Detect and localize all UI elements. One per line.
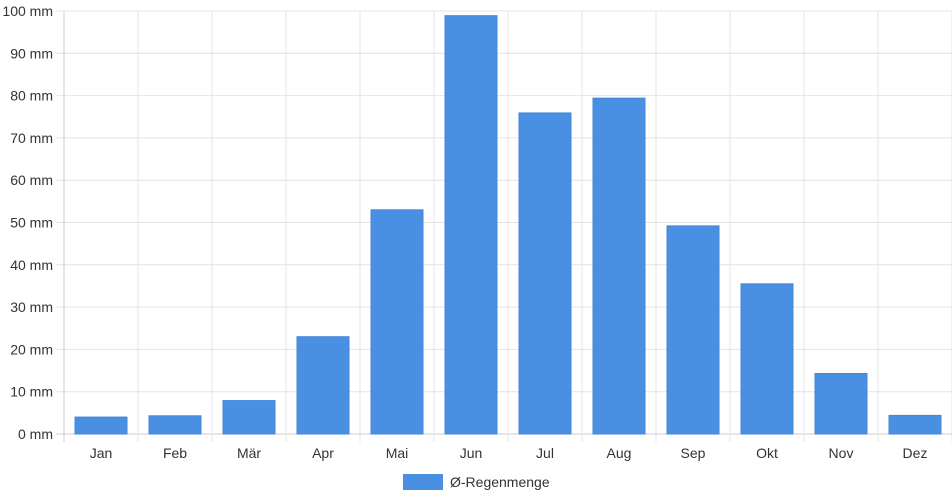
- y-tick-label: 20 mm: [10, 341, 53, 357]
- bar[interactable]: [740, 283, 794, 435]
- x-tick-label: Aug: [607, 445, 632, 461]
- grid: [56, 10, 952, 442]
- bar[interactable]: [370, 209, 424, 435]
- legend-swatch[interactable]: [403, 474, 443, 490]
- x-tick-label: Jun: [460, 445, 483, 461]
- y-tick-label: 70 mm: [10, 130, 53, 146]
- x-tick-label: Mai: [386, 445, 409, 461]
- bar[interactable]: [74, 416, 128, 435]
- y-tick-label: 50 mm: [10, 215, 53, 231]
- y-tick-label: 80 mm: [10, 88, 53, 104]
- bar[interactable]: [592, 97, 646, 435]
- y-tick-label: 100 mm: [2, 3, 53, 19]
- bar[interactable]: [814, 373, 868, 435]
- y-tick-label: 30 mm: [10, 299, 53, 315]
- legend-label[interactable]: Ø-Regenmenge: [450, 474, 550, 490]
- legend[interactable]: Ø-Regenmenge: [403, 474, 550, 490]
- bar[interactable]: [296, 336, 350, 435]
- x-tick-label: Sep: [681, 445, 706, 461]
- bar[interactable]: [518, 112, 572, 435]
- x-axis: Jan Feb Mär Apr Mai Jun Jul Aug Sep Okt Nov Dez: [90, 445, 928, 461]
- y-tick-label: 10 mm: [10, 384, 53, 400]
- bar-series: [74, 15, 942, 435]
- y-tick-label: 60 mm: [10, 172, 53, 188]
- x-tick-label: Dez: [903, 445, 928, 461]
- y-tick-label: 90 mm: [10, 45, 53, 61]
- y-tick-label: 0 mm: [18, 426, 53, 442]
- x-tick-label: Jul: [536, 445, 554, 461]
- y-axis: 0 mm 10 mm 20 mm 30 mm 40 mm 50 mm 60 mm 70 mm 8…: [2, 3, 53, 442]
- bar[interactable]: [666, 225, 720, 435]
- bar[interactable]: [888, 414, 942, 435]
- x-tick-label: Mär: [237, 445, 261, 461]
- bar[interactable]: [222, 400, 276, 435]
- x-tick-label: Jan: [90, 445, 113, 461]
- x-tick-label: Okt: [756, 445, 778, 461]
- y-tick-label: 40 mm: [10, 257, 53, 273]
- x-tick-label: Nov: [829, 445, 854, 461]
- bar[interactable]: [148, 415, 202, 435]
- x-tick-label: Feb: [163, 445, 187, 461]
- x-tick-label: Apr: [312, 445, 334, 461]
- bar[interactable]: [444, 15, 498, 435]
